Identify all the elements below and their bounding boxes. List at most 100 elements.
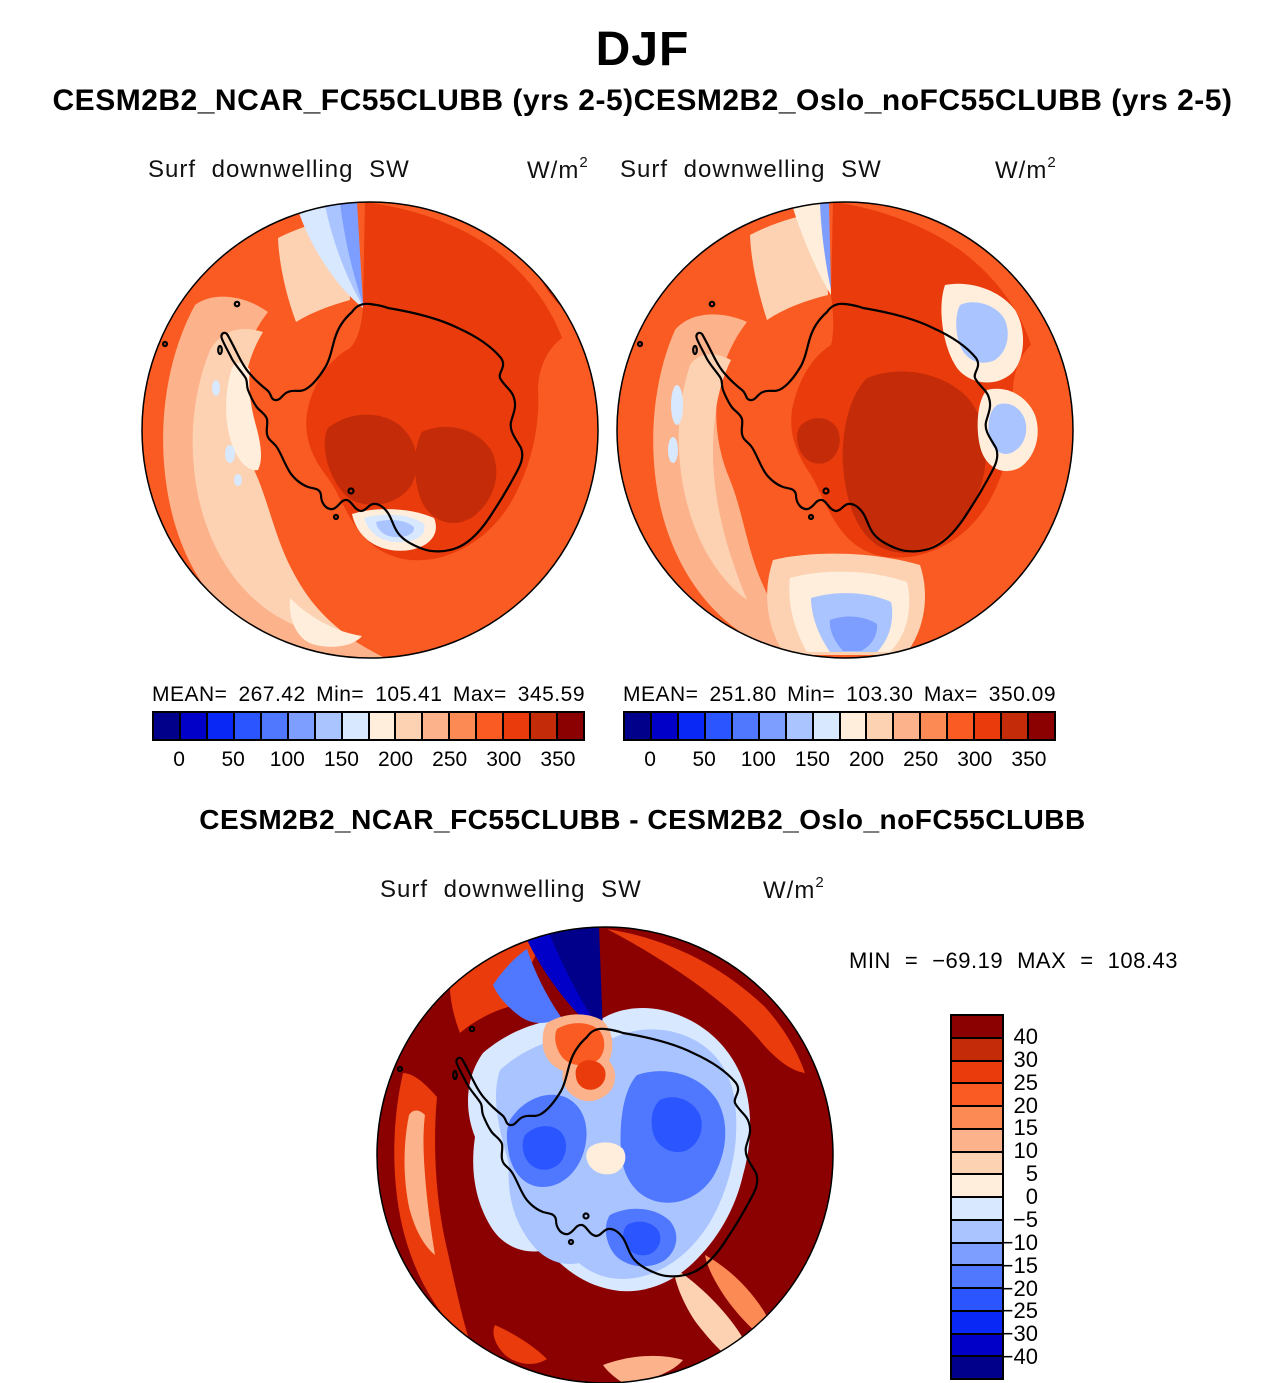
- map-diff-boundary-circle: [376, 926, 834, 1383]
- colorbar-segment: [367, 711, 397, 741]
- panel-a-units-label: W/m2: [527, 154, 589, 185]
- panel-a-units-exponent: 2: [579, 154, 589, 171]
- diff-colorbar-labels: 40 30 25 20 15 10 5 0 −5 −10 −15 −20 −25 −30 −40: [990, 1014, 1038, 1380]
- runs-subtitle: CESM2B2_NCAR_FC55CLUBB (yrs 2-5)CESM2B2_…: [52, 84, 1233, 117]
- colorbar-segment: [448, 711, 478, 741]
- colorbar-segment: [892, 711, 922, 741]
- colorbar-segment: [703, 711, 733, 741]
- panel-a-units-base: W/m: [527, 157, 580, 184]
- min-value: 105.41: [375, 683, 443, 706]
- diff-units-label: W/m2: [763, 874, 825, 905]
- max-value: 345.59: [517, 683, 585, 706]
- map-diff-contour-regions: [377, 927, 833, 1383]
- panel-b-stats: MEAN= 251.80 Min= 103.30 Max= 350.09: [623, 683, 1056, 707]
- mean-label: MEAN=: [623, 683, 699, 706]
- colorbar-segment: [973, 711, 1003, 741]
- colorbar-segment: [623, 711, 652, 741]
- colorbar-tick-label: 200: [378, 748, 414, 771]
- min-label: Min=: [787, 683, 836, 706]
- colorbar-tick-label: 0: [173, 748, 185, 771]
- diff-colorbar: [950, 1014, 1004, 1380]
- colorbar-tick-label: 150: [794, 748, 830, 771]
- colorbar-segment: [838, 711, 868, 741]
- colorbar-tick-label: 150: [323, 748, 359, 771]
- page-title: DJF: [595, 23, 690, 76]
- colorbar-tick-label: 5: [1025, 1161, 1038, 1187]
- colorbar-segment: [950, 1264, 1004, 1289]
- map-panel-diff-contour-plot: [376, 926, 834, 1383]
- map-panel-b-contour-plot: [616, 201, 1074, 659]
- min-label: Min=: [316, 683, 365, 706]
- colorbar-segment: [421, 711, 451, 741]
- map-a-contour-regions: [142, 202, 598, 658]
- colorbar-segment: [1027, 711, 1056, 741]
- map-a-boundary-circle: [141, 201, 599, 659]
- diff-variable-label: Surf downwelling SW: [380, 876, 642, 903]
- colorbar-tick-label: −10: [1000, 1229, 1038, 1255]
- difference-title: CESM2B2_NCAR_FC55CLUBB - CESM2B2_Oslo_no…: [199, 804, 1086, 835]
- max-label: Max=: [452, 683, 507, 706]
- diff-units-base: W/m: [763, 877, 816, 904]
- min-label: MIN: [849, 948, 891, 973]
- colorbar-segment: [286, 711, 316, 741]
- colorbar-tick-label: 100: [269, 748, 305, 771]
- colorbar-segment: [1000, 711, 1030, 741]
- panel-b-units-base: W/m: [995, 157, 1048, 184]
- colorbar-segment: [394, 711, 424, 741]
- colorbar-tick-label: 350: [540, 748, 576, 771]
- colorbar-tick-label: 20: [1013, 1092, 1038, 1118]
- colorbar-tick-label: 0: [644, 748, 656, 771]
- colorbar-segment: [676, 711, 706, 741]
- colorbar-segment: [313, 711, 343, 741]
- colorbar-segment: [784, 711, 814, 741]
- panel-a-stats: MEAN= 267.42 Min= 105.41 Max= 345.59: [152, 683, 585, 707]
- colorbar-tick-label: 10: [1013, 1138, 1038, 1164]
- colorbar-segment: [502, 711, 532, 741]
- colorbar-tick-label: 40: [1013, 1023, 1038, 1049]
- min-value: −69.19: [932, 948, 1004, 973]
- colorbar-tick-label: 100: [740, 748, 776, 771]
- colorbar-tick-label: 250: [432, 748, 468, 771]
- panel-a-colorbar: [152, 711, 585, 741]
- colorbar-segment: [178, 711, 208, 741]
- colorbar-segment: [529, 711, 559, 741]
- mean-label: MEAN=: [152, 683, 228, 706]
- equals-sign: =: [1080, 948, 1094, 973]
- colorbar-segment: [950, 1127, 1004, 1153]
- colorbar-tick-label: 25: [1013, 1069, 1038, 1095]
- colorbar-tick-label: 250: [903, 748, 939, 771]
- max-value: 350.09: [988, 683, 1056, 706]
- colorbar-segment: [950, 1332, 1004, 1358]
- colorbar-tick-label: 300: [486, 748, 522, 771]
- colorbar-tick-label: 200: [849, 748, 885, 771]
- colorbar-segment: [919, 711, 949, 741]
- colorbar-segment: [950, 1105, 1004, 1130]
- colorbar-segment: [556, 711, 585, 741]
- colorbar-segment: [730, 711, 760, 741]
- equals-sign: =: [904, 948, 919, 973]
- mean-value: 251.80: [709, 683, 777, 706]
- colorbar-segment: [950, 1355, 1004, 1380]
- panel-b-colorbar: [623, 711, 1056, 741]
- colorbar-segment: [757, 711, 787, 741]
- colorbar-segment: [232, 711, 262, 741]
- colorbar-tick-label: 0: [1025, 1184, 1038, 1209]
- colorbar-tick-label: 30: [1013, 1046, 1038, 1072]
- colorbar-tick-label: 15: [1013, 1115, 1038, 1141]
- colorbar-segment: [946, 711, 976, 741]
- colorbar-tick-label: 300: [957, 748, 993, 771]
- colorbar-segment: [950, 1036, 1004, 1062]
- colorbar-tick-label: −5: [1012, 1206, 1038, 1232]
- colorbar-segment: [259, 711, 289, 741]
- panel-b-units-exponent: 2: [1047, 154, 1057, 171]
- map-panel-a-contour-plot: [141, 201, 599, 659]
- colorbar-segment: [950, 1241, 1004, 1267]
- colorbar-segment: [811, 711, 841, 741]
- panel-b-units-label: W/m2: [995, 154, 1057, 185]
- colorbar-tick-label: −30: [1000, 1321, 1038, 1347]
- colorbar-segment: [950, 1196, 1004, 1221]
- mean-value: 267.42: [238, 683, 306, 706]
- map-b-contour-regions: [617, 202, 1073, 658]
- colorbar-segment: [950, 1059, 1004, 1085]
